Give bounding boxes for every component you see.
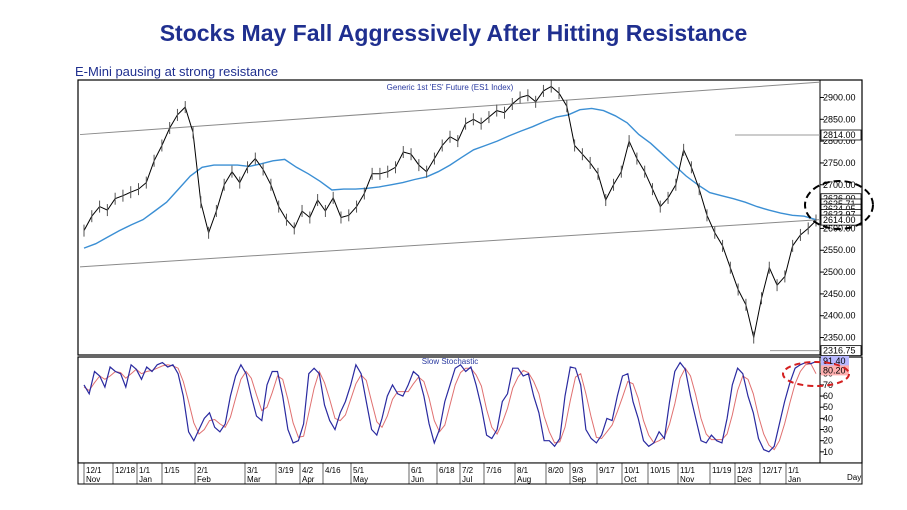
x-tick-label: 8/20 <box>548 466 564 475</box>
price-tick-label: 2850.00 <box>823 114 856 124</box>
x-month-label: Dec <box>737 475 751 484</box>
trend-channel <box>79 81 821 268</box>
x-month-label: Apr <box>302 475 315 484</box>
price-label: 2623.97 <box>823 209 856 219</box>
x-tick-label: 1/15 <box>164 466 180 475</box>
price-tick-label: 2700.00 <box>823 180 856 190</box>
price-label-box <box>820 129 862 141</box>
price-series <box>83 80 817 344</box>
price-label: 2316.75 <box>823 346 856 356</box>
x-tick-label: 12/1 <box>86 466 102 475</box>
x-month-label: May <box>353 475 368 484</box>
price-tick-label: 2450.00 <box>823 289 856 299</box>
x-tick-label: 3/19 <box>278 466 294 475</box>
x-month-label: Jan <box>788 475 801 484</box>
x-month-label: Mar <box>247 475 261 484</box>
x-tick-label: 1/1 <box>139 466 151 475</box>
price-labels: 2814.002626.002625.712624.052623.972614.… <box>735 129 862 357</box>
price-label: 2614.00 <box>823 215 856 225</box>
price-label-box <box>820 345 862 357</box>
stoch-value-label: 91.40 <box>823 356 846 366</box>
x-tick-label: 7/2 <box>462 466 474 475</box>
resistance-highlight-circle <box>804 180 874 230</box>
x-month-label: Nov <box>680 475 694 484</box>
stoch-k-line <box>83 360 817 453</box>
x-tick-label: 2/1 <box>197 466 209 475</box>
x-tick-label: 9/3 <box>572 466 584 475</box>
price-tick-label: 2400.00 <box>823 311 856 321</box>
x-tick-label: 8/1 <box>517 466 529 475</box>
x-tick-label: 3/1 <box>247 466 259 475</box>
stoch-tick-label: 10 <box>823 447 833 457</box>
x-axis-band <box>77 462 863 485</box>
channel-line-1 <box>79 81 821 136</box>
stoch-value-box <box>821 365 849 376</box>
price-tick-label: 2550.00 <box>823 245 856 255</box>
x-tick-label: 10/15 <box>650 466 671 475</box>
chart-subtitle: E-Mini pausing at strong resistance <box>75 64 279 79</box>
x-tick-label: 12/17 <box>762 466 783 475</box>
price-panel-title: Generic 1st 'ES' Future (ES1 Index) <box>387 83 514 92</box>
x-tick-label: 11/1 <box>680 466 696 475</box>
chart-title: Stocks May Fall Aggressively After Hitti… <box>159 20 748 46</box>
stoch-tick-label: 20 <box>823 436 833 446</box>
stoch-tick-label: 60 <box>823 391 833 401</box>
overbought-highlight-circle <box>782 361 850 387</box>
price-tick-label: 2350.00 <box>823 333 856 343</box>
stoch-d-line <box>83 363 817 451</box>
channel-line-2 <box>79 219 821 268</box>
x-axis: 12/1 12/18 1/1 1/15 2/1 3/1 3/19 4/2 4/16 5/1 6/1 6… <box>83 463 861 484</box>
price-tick-label: 2900.00 <box>823 92 856 102</box>
x-tick-label: 9/17 <box>599 466 615 475</box>
x-tick-label: 1/1 <box>788 466 800 475</box>
stoch-tick-label: 30 <box>823 425 833 435</box>
x-month-label: Jul <box>462 475 472 484</box>
stoch-value-box <box>821 356 849 367</box>
x-tick-label: 12/3 <box>737 466 753 475</box>
stoch-panel-title: Slow Stochastic <box>422 357 478 366</box>
x-tick-label: 10/1 <box>624 466 640 475</box>
x-tick-label: 4/16 <box>325 466 341 475</box>
x-month-label: Jun <box>411 475 424 484</box>
moving-average-line <box>83 107 817 249</box>
x-tick-label: 5/1 <box>353 466 365 475</box>
stochastic-series <box>83 360 817 453</box>
x-axis-label: Day <box>847 473 861 482</box>
price-tick-label: 2800.00 <box>823 136 856 146</box>
price-label: 2814.00 <box>823 130 856 140</box>
price-tick-label: 2750.00 <box>823 158 856 168</box>
price-label-box <box>820 214 862 226</box>
x-tick-label: 4/2 <box>302 466 314 475</box>
stoch-tick-label: 40 <box>823 413 833 423</box>
stoch-tick-label: 50 <box>823 402 833 412</box>
x-month-label: Nov <box>86 475 100 484</box>
moving-average-series <box>83 107 817 249</box>
price-tick-label: 2500.00 <box>823 267 856 277</box>
stoch-panel <box>77 356 863 464</box>
x-tick-label: 7/16 <box>486 466 502 475</box>
x-month-label: Oct <box>624 475 637 484</box>
x-month-label: Sep <box>572 475 587 484</box>
x-tick-label: 11/19 <box>712 466 732 475</box>
stoch-value-label: 80.20 <box>823 365 846 375</box>
x-month-label: Jan <box>139 475 152 484</box>
x-tick-label: 6/18 <box>439 466 455 475</box>
x-tick-label: 12/18 <box>115 466 136 475</box>
x-month-label: Feb <box>197 475 211 484</box>
x-month-label: Aug <box>517 475 531 484</box>
x-tick-label: 6/1 <box>411 466 423 475</box>
